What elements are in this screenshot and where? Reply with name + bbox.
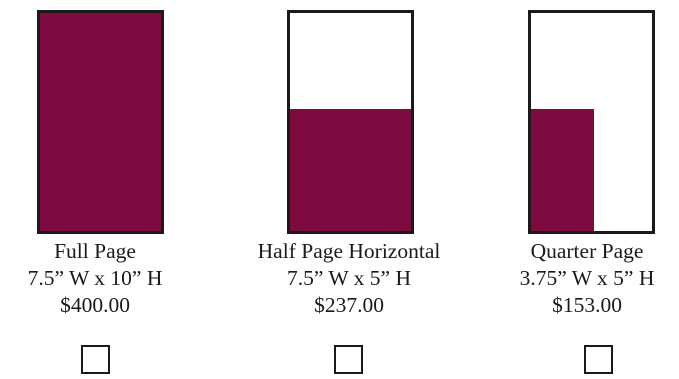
option-name: Quarter Page [530,239,644,263]
option-name: Half Page Horizontal [257,239,441,263]
option-price: $237.00 [314,293,384,317]
option-label-quarter: Quarter Page 3.75” W x 5” H $153.00 [495,238,679,319]
option-dimensions: 3.75” W x 5” H [519,266,655,290]
page-frame-half [287,10,414,234]
option-name: Full Page [54,239,136,263]
option-dimensions: 7.5” W x 10” H [27,266,163,290]
ad-area-full [40,13,161,231]
option-dimensions: 7.5” W x 5” H [286,266,411,290]
select-quarter-page-checkbox[interactable] [584,345,613,374]
option-price: $400.00 [60,293,130,317]
select-full-page-checkbox[interactable] [81,345,110,374]
page-frame-quarter [528,10,655,234]
ad-area-quarter [531,108,594,231]
option-label-full: Full Page 7.5” W x 10” H $400.00 [0,238,190,319]
ad-area-half [290,108,411,231]
select-half-page-checkbox[interactable] [334,345,363,374]
page-frame-full [37,10,164,234]
option-label-half: Half Page Horizontal 7.5” W x 5” H $237.… [224,238,474,319]
option-price: $153.00 [552,293,622,317]
